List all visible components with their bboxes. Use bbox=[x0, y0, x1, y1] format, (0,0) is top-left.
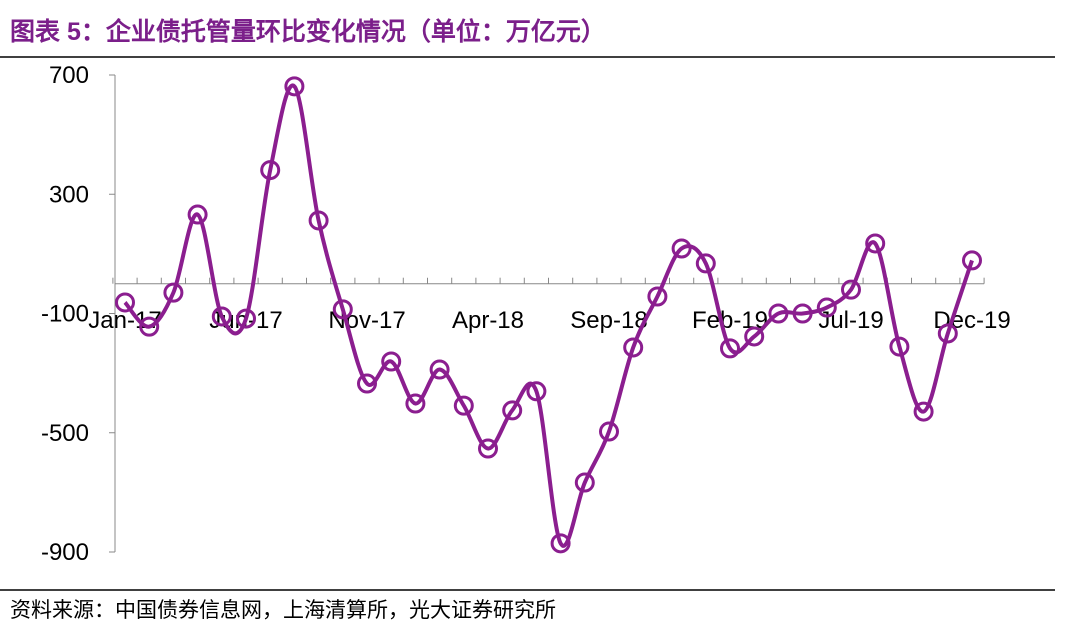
point-marker bbox=[308, 210, 329, 231]
point-marker bbox=[357, 373, 377, 394]
point-marker bbox=[502, 400, 523, 421]
point-marker bbox=[139, 316, 160, 337]
chart-title: 图表 5：企业债托管量环比变化情况（单位：万亿元） bbox=[10, 17, 606, 46]
point-marker bbox=[695, 253, 716, 274]
point-marker bbox=[332, 299, 353, 320]
point-marker bbox=[744, 326, 765, 347]
y-tick-label: 700 bbox=[49, 62, 89, 89]
point-marker bbox=[671, 238, 692, 259]
x-tick-label: Feb-19 bbox=[692, 307, 768, 334]
point-marker bbox=[937, 323, 958, 344]
point-marker bbox=[865, 233, 886, 254]
point-marker bbox=[405, 393, 426, 414]
point-marker bbox=[768, 303, 789, 324]
x-tick-label: Apr-18 bbox=[452, 307, 524, 334]
point-marker bbox=[236, 308, 256, 329]
y-tick-label: -500 bbox=[41, 420, 89, 447]
point-marker bbox=[599, 421, 619, 442]
x-tick-label: Sep-18 bbox=[570, 307, 647, 334]
point-marker bbox=[623, 337, 644, 358]
y-tick-label: 300 bbox=[49, 181, 89, 208]
point-marker bbox=[429, 359, 450, 380]
point-marker bbox=[816, 297, 837, 318]
point-marker bbox=[574, 472, 595, 493]
point-marker bbox=[163, 282, 184, 303]
source-note: 资料来源：中国债券信息网，上海清算所，光大证券研究所 bbox=[10, 598, 556, 622]
point-marker bbox=[260, 160, 281, 181]
y-tick-label: -900 bbox=[41, 539, 89, 566]
point-marker bbox=[841, 279, 861, 300]
series-line bbox=[123, 83, 974, 548]
y-tick-label: -100 bbox=[41, 301, 89, 328]
point-marker bbox=[284, 76, 305, 97]
point-marker bbox=[453, 395, 474, 416]
x-tick-label: Nov-17 bbox=[328, 307, 405, 334]
point-marker bbox=[647, 286, 668, 307]
point-marker bbox=[889, 336, 910, 357]
point-marker bbox=[187, 204, 208, 225]
point-marker bbox=[381, 351, 402, 372]
x-tick-label: Jul-19 bbox=[818, 307, 883, 334]
point-marker bbox=[526, 381, 547, 402]
x-tick-label: Dec-19 bbox=[933, 307, 1010, 334]
point-marker bbox=[720, 338, 740, 359]
point-marker bbox=[792, 303, 813, 324]
point-marker bbox=[478, 438, 498, 459]
point-marker bbox=[913, 401, 934, 422]
point-marker bbox=[211, 306, 232, 327]
point-marker bbox=[115, 292, 135, 313]
point-marker bbox=[550, 533, 571, 554]
point-marker bbox=[962, 250, 982, 271]
